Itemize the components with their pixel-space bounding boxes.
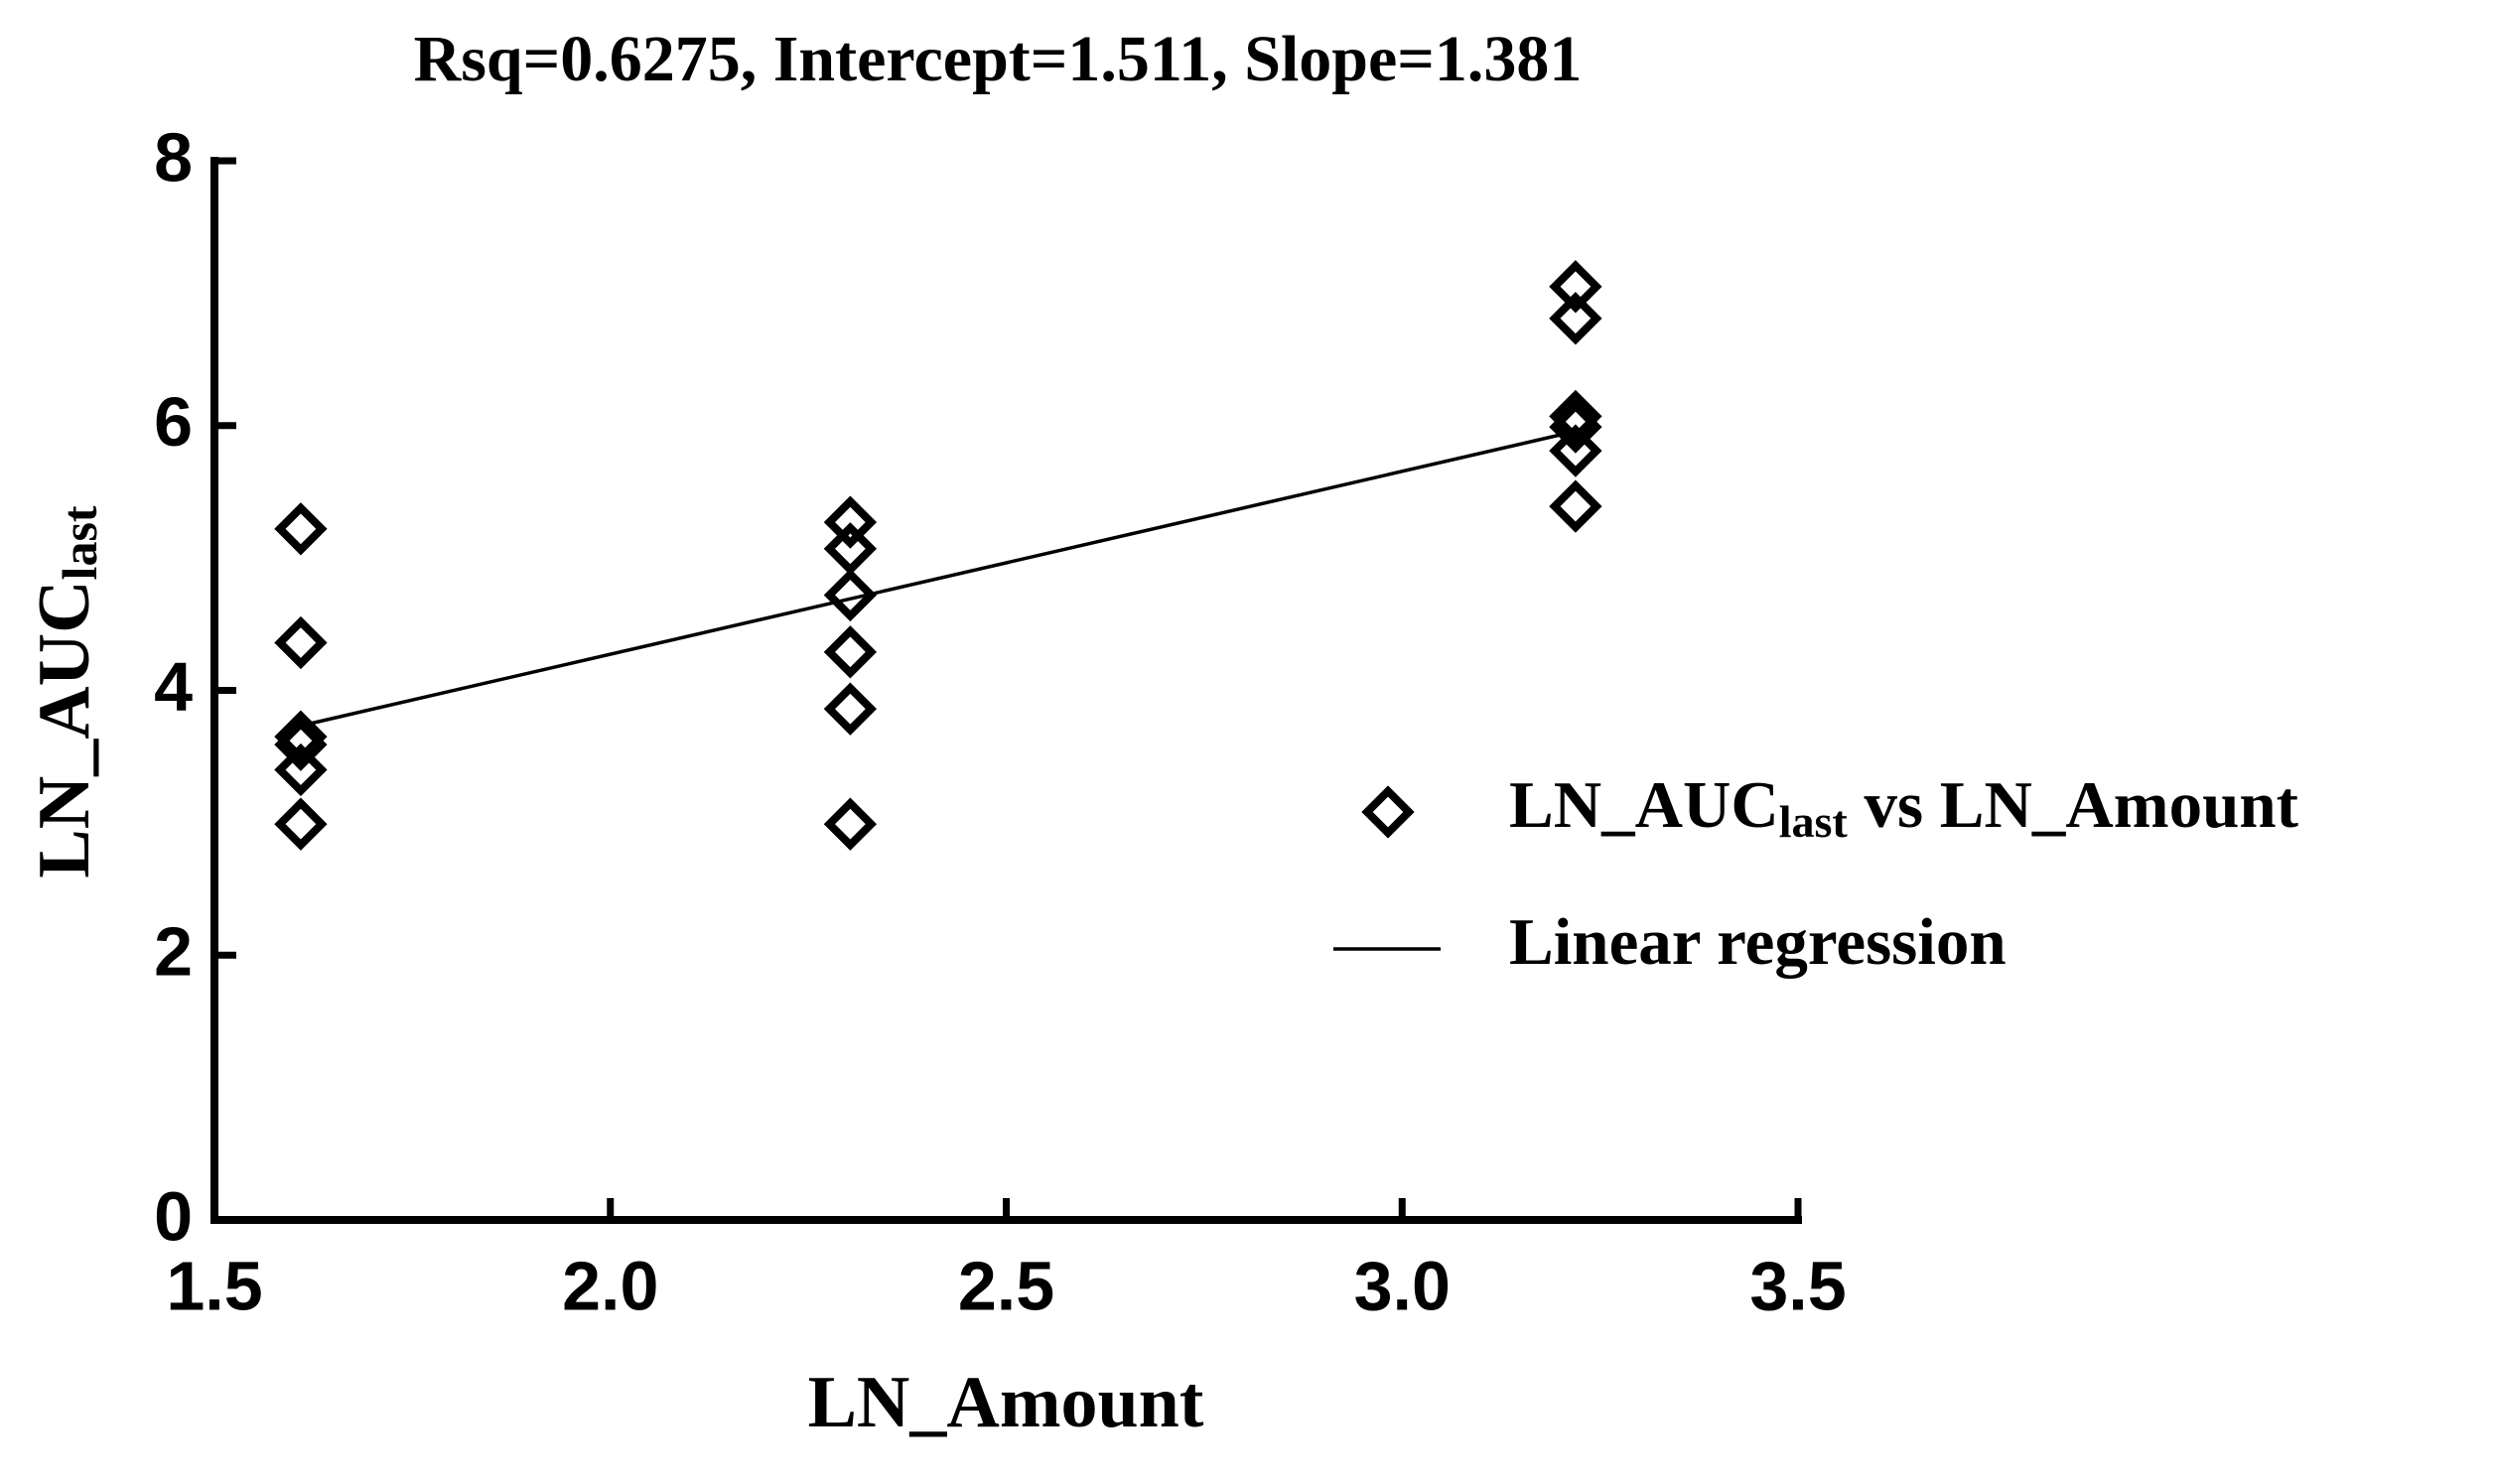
data-point (274, 742, 328, 797)
data-point (1549, 389, 1602, 444)
x-tick-label: 2.5 (958, 1247, 1054, 1324)
legend-label: Linear regression (1509, 905, 2007, 979)
x-axis-label: LN_Amount (808, 1362, 1204, 1443)
data-point (823, 568, 878, 622)
data-point (274, 797, 328, 851)
y-axis-label-sub: last (52, 505, 107, 580)
legend-label-sub: last (1779, 796, 1849, 847)
data-point (274, 615, 328, 670)
legend-label: LN_AUClast vs LN_Amount (1509, 768, 2299, 846)
data-point (1549, 260, 1602, 314)
y-axis-label-main: LN_AUC (24, 580, 105, 877)
data-point (823, 625, 878, 679)
data-point (1549, 292, 1602, 345)
data-point (1549, 400, 1602, 454)
regression-line (300, 429, 1577, 728)
legend-label-main: LN_AUC (1509, 768, 1779, 842)
legend-label-suffix: vs LN_Amount (1848, 768, 2299, 842)
x-tick-label: 3.0 (1354, 1247, 1451, 1324)
y-tick-label: 0 (154, 1177, 193, 1255)
data-point (823, 682, 878, 736)
y-axis-label: LN_AUClast (24, 505, 107, 877)
data-point (823, 797, 878, 851)
x-tick-label: 3.5 (1749, 1247, 1846, 1324)
y-tick-label: 8 (154, 118, 193, 196)
data-point (1549, 424, 1602, 477)
legend-label-main: Linear regression (1509, 905, 2007, 979)
y-tick-label: 6 (154, 383, 193, 461)
data-point (823, 495, 878, 549)
data-point (274, 718, 328, 771)
y-tick-label: 4 (154, 648, 193, 726)
data-point (1549, 479, 1602, 533)
chart-title: Rsq=0.6275, Intercept=1.511, Slope=1.381 (414, 23, 1583, 95)
data-point (274, 710, 328, 763)
data-point (274, 502, 328, 556)
y-tick-label: 2 (154, 913, 193, 991)
x-tick-label: 1.5 (166, 1247, 262, 1324)
x-tick-label: 2.0 (562, 1247, 658, 1324)
legend-marker (1361, 785, 1415, 839)
